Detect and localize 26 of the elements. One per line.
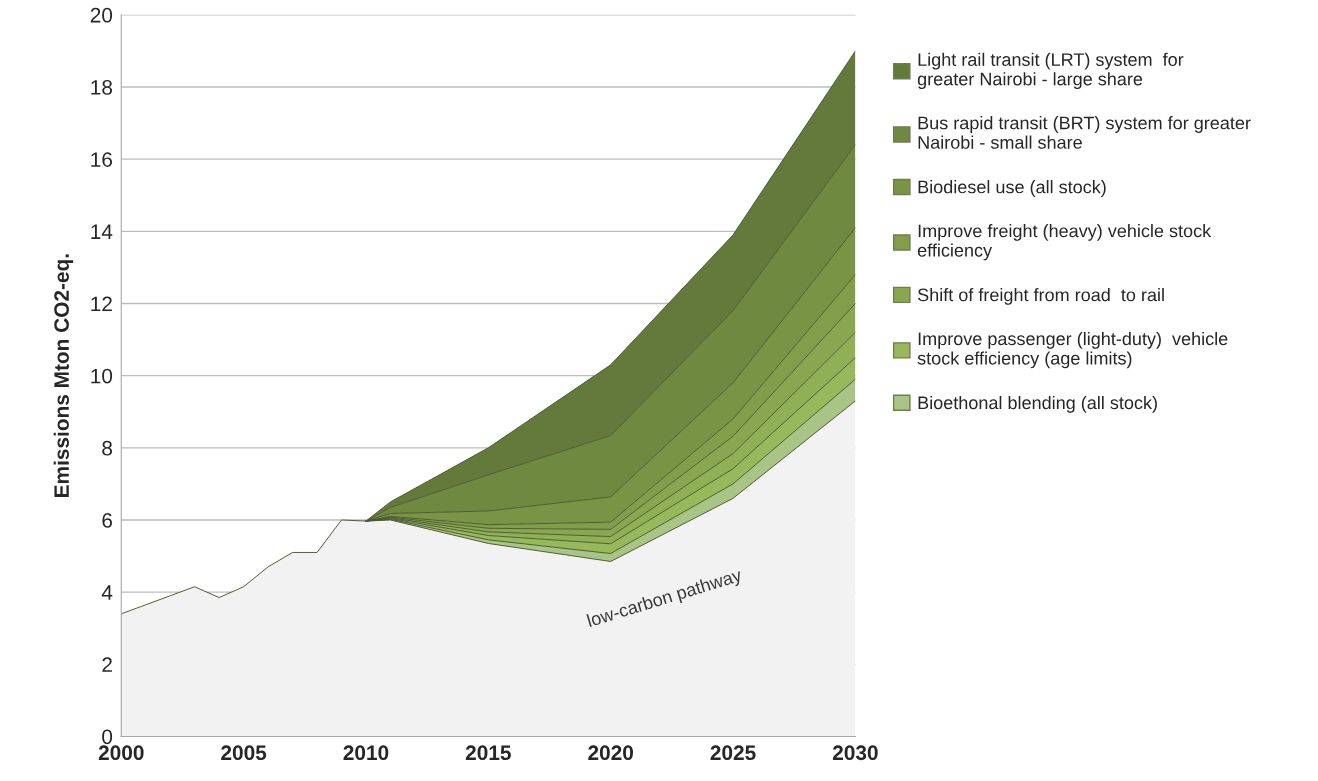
legend-label: Bioethonal blending (all stock) [918,395,1157,413]
y-tick-label: 18 [91,80,113,95]
y-tick-label: 8 [102,440,113,456]
legend-label: Improve passenger (light-duty) vehicle stock efficiency (age limits) [917,331,1228,369]
legend-label: Improve freight (heavy) vehicle stock efficiency [917,224,1212,261]
y-tick-label: 16 [91,152,113,167]
y-axis-title: Emissions Mton CO2-eq. [53,254,74,497]
legend-label: Biodiesel use (all stock) [918,180,1106,197]
x-tick-label: 2010 [343,745,389,761]
y-tick-label: 20 [90,7,113,23]
legend-label: Bus rapid transit (BRT) system for greater Nairobi - small share [918,116,1251,149]
y-tick-label: 10 [91,368,113,384]
x-tick-label: 2015 [465,745,511,761]
x-tick-label: 2020 [588,745,633,761]
legend-label: Shift of freight from road to rail [917,288,1164,305]
x-tick-label: 2000 [98,745,144,761]
y-tick-label: 2 [102,657,112,672]
y-tick-label: 14 [91,224,113,239]
y-tick-label: 6 [102,512,113,528]
y-tick-label: 4 [101,585,113,600]
y-tick-label: 12 [91,296,112,312]
x-tick-label: 2025 [710,745,756,761]
x-tick-label: 2005 [221,745,267,761]
y-tick-label: 0 [102,729,113,745]
x-tick-label: 2030 [832,745,878,761]
legend-label: Light rail transit (LRT) system for greater Nairobi - large share [917,52,1184,90]
